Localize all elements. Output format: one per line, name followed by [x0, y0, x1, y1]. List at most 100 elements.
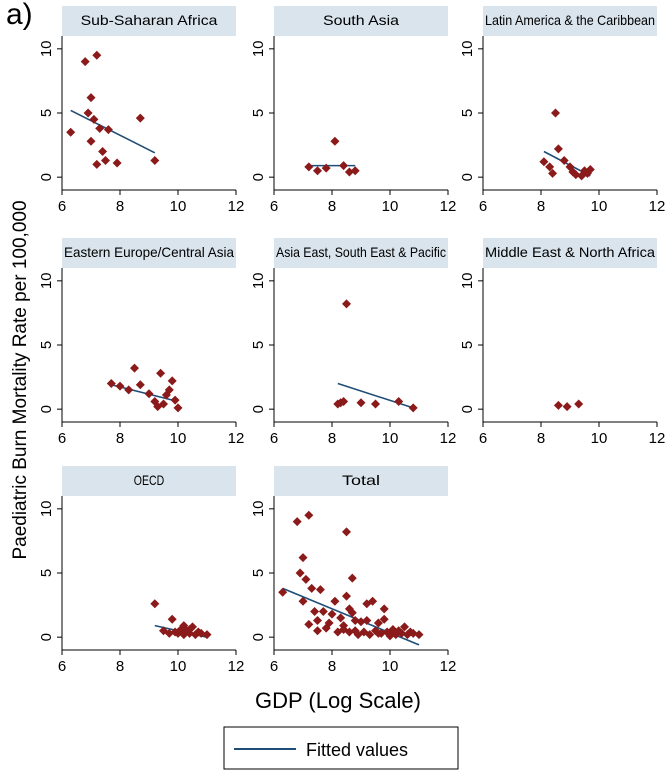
data-point [342, 527, 351, 537]
data-point [298, 596, 308, 606]
x-tick-label: 12 [649, 198, 665, 215]
x-tick-label: 6 [479, 430, 487, 447]
panel-title: Total [342, 472, 380, 488]
y-tick-label: 0 [250, 173, 267, 181]
x-tick-label: 8 [537, 430, 545, 447]
data-point [330, 136, 340, 146]
data-point [548, 168, 558, 178]
data-point [571, 170, 581, 180]
x-tick-label: 12 [440, 658, 457, 675]
data-point [144, 389, 154, 399]
legend: Fitted values [223, 726, 459, 770]
x-tick-label: 6 [479, 198, 487, 215]
data-point [350, 166, 360, 176]
data-point [321, 623, 331, 633]
panel-header [483, 6, 657, 36]
panel-title: Eastern Europe/Central Asia [64, 244, 234, 260]
y-tick-label: 5 [38, 109, 55, 117]
data-point [173, 403, 183, 413]
data-point [304, 162, 314, 172]
x-tick-label: 10 [170, 198, 187, 215]
data-point [170, 395, 180, 405]
panel-2: South Asia 6 8 10 12 0 5 10 [250, 6, 456, 215]
data-point [397, 628, 407, 638]
data-point [327, 609, 337, 619]
data-point [379, 614, 389, 624]
x-tick-label: 6 [58, 430, 66, 447]
data-point [292, 517, 302, 527]
y-tick-label: 5 [250, 109, 267, 117]
panel-title: Asia East, South East & Pacific [276, 244, 446, 260]
data-point [150, 155, 160, 165]
data-point [356, 398, 366, 408]
x-tick-label: 8 [328, 198, 336, 215]
data-point [310, 607, 320, 616]
x-tick-label: 8 [537, 198, 545, 215]
x-tick-label: 12 [440, 430, 457, 447]
data-point [130, 363, 139, 373]
y-tick-label: 0 [38, 405, 55, 413]
panel-header [62, 238, 236, 268]
data-point [585, 164, 595, 174]
panel-8: Total 6 8 10 12 0 5 10 [250, 466, 456, 675]
x-tick-label: 12 [228, 658, 245, 675]
y-tick-label: 5 [459, 341, 476, 349]
data-point [298, 553, 308, 563]
panel-1: Sub-Saharan Africa 6 8 10 12 0 5 10 [38, 6, 244, 215]
data-point [373, 618, 383, 628]
x-tick-label: 10 [170, 658, 187, 675]
data-point [559, 155, 569, 165]
y-tick-label: 5 [250, 341, 267, 349]
data-point [150, 599, 160, 609]
x-tick-label: 12 [649, 430, 665, 447]
data-point [92, 159, 102, 169]
data-point [315, 585, 325, 595]
panel-4: Eastern Europe/Central Asia 6 8 10 12 0 5 10 [38, 238, 244, 447]
data-point [86, 93, 96, 103]
data-point [164, 628, 174, 638]
x-axis-title: GDP (Log Scale) [255, 688, 421, 713]
data-point [356, 617, 366, 627]
y-tick-label: 5 [250, 569, 267, 577]
data-point [106, 379, 116, 388]
data-point [92, 50, 102, 60]
data-point [307, 583, 317, 593]
data-point [371, 399, 380, 409]
data-point [86, 136, 96, 146]
panel-6: Middle East & North Africa 6 8 10 12 0 5 10 [459, 238, 665, 447]
data-point [135, 380, 145, 390]
y-tick-label: 0 [38, 633, 55, 641]
data-point [66, 127, 76, 137]
panel-title: Sub-Saharan Africa [81, 12, 218, 28]
data-point [112, 158, 122, 168]
data-point [539, 157, 549, 167]
x-tick-label: 8 [328, 430, 336, 447]
x-tick-label: 12 [228, 198, 245, 215]
y-tick-label: 0 [459, 405, 476, 413]
data-point [202, 630, 212, 640]
data-point [164, 385, 174, 395]
y-tick-label: 0 [459, 173, 476, 181]
panel-title: Latin America & the Caribbean [485, 12, 655, 28]
data-point [373, 628, 383, 638]
y-tick-label: 5 [459, 109, 476, 117]
data-point [278, 587, 288, 597]
data-point [304, 510, 314, 520]
x-tick-label: 6 [58, 198, 66, 215]
x-tick-label: 10 [591, 430, 608, 447]
data-point [101, 155, 110, 165]
x-tick-label: 6 [270, 430, 278, 447]
data-point [408, 628, 418, 638]
figure-panel-label: a) [6, 0, 33, 31]
data-point [553, 144, 563, 154]
data-point [574, 399, 584, 409]
y-tick-label: 10 [38, 40, 55, 57]
x-tick-label: 8 [328, 658, 336, 675]
y-tick-label: 10 [38, 500, 55, 517]
panel-title: South Asia [323, 12, 399, 28]
data-point [115, 381, 125, 391]
x-tick-label: 10 [382, 430, 399, 447]
data-point [167, 614, 177, 624]
data-point [135, 113, 145, 123]
